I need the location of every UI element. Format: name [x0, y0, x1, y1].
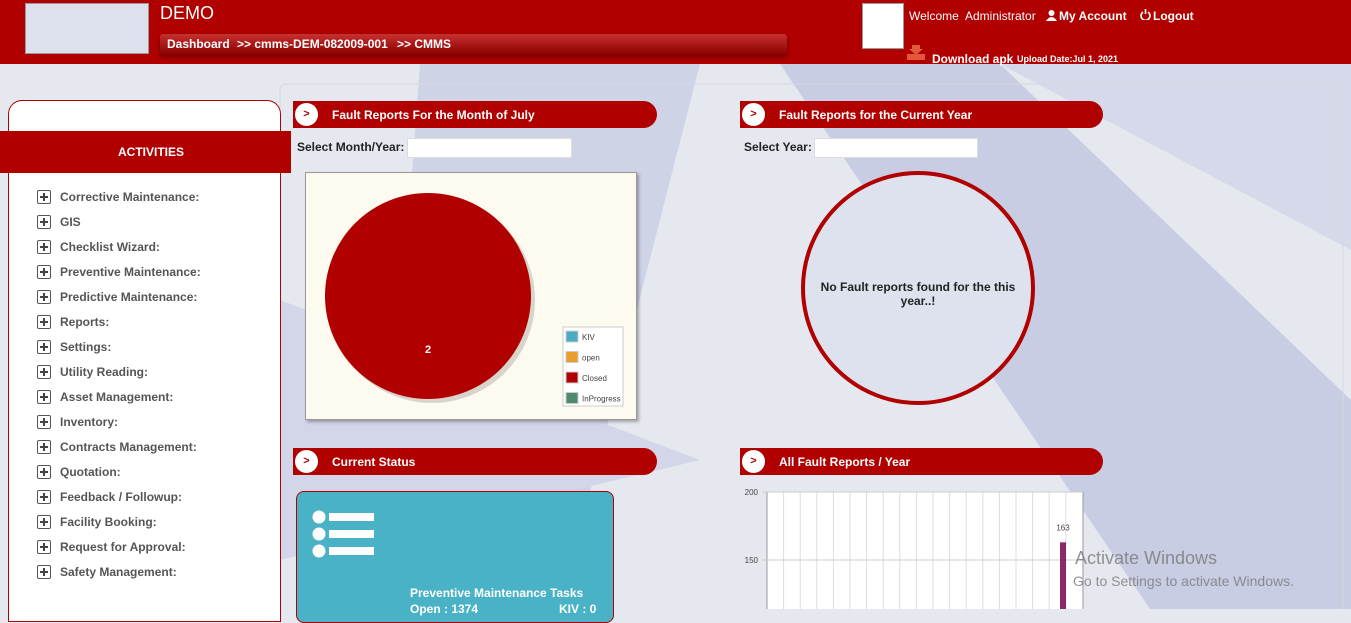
welcome: Welcome: [909, 9, 959, 23]
panel-icon: >: [740, 448, 767, 475]
panel-title: Current Status: [332, 455, 416, 469]
panel-header: > Current Status: [293, 448, 657, 475]
panel-title: Fault Reports for the Current Year: [779, 108, 973, 122]
status-card[interactable]: Preventive Maintenance Tasks Open : 1374…: [296, 491, 614, 623]
legend-label: open: [582, 354, 600, 363]
panel-header: > Fault Reports for the Current Year: [740, 101, 1103, 128]
user-name: Administrator: [965, 9, 1036, 23]
legend-swatch: [565, 330, 579, 343]
legend-label: KIV: [582, 333, 596, 342]
expand-icon[interactable]: [37, 490, 51, 504]
menu-item[interactable]: Inventory:: [60, 415, 119, 429]
card-title: Preventive Maintenance Tasks: [410, 586, 584, 600]
bar: [1060, 542, 1066, 609]
expand-icon[interactable]: [37, 390, 51, 404]
expand-icon[interactable]: [37, 415, 51, 429]
month-input[interactable]: [407, 138, 572, 158]
plot-area: [766, 491, 1084, 609]
bar-label: 163: [1056, 523, 1070, 532]
panel-icon: >: [293, 448, 320, 475]
menu-item[interactable]: Facility Booking:: [60, 515, 157, 529]
menu-item[interactable]: Asset Management:: [60, 390, 174, 404]
menu-item[interactable]: Feedback / Followup:: [60, 490, 183, 504]
upload-date: Upload Date:Jul 1, 2021: [1017, 54, 1119, 64]
breadcrumb-link[interactable]: >> CMMS: [397, 37, 452, 51]
logout-link[interactable]: Logout: [1153, 9, 1194, 23]
menu-item[interactable]: GIS: [60, 215, 81, 229]
my-account-link[interactable]: My Account: [1059, 9, 1127, 23]
expand-icon[interactable]: [37, 465, 51, 479]
legend-swatch: [565, 351, 579, 363]
menu-item[interactable]: Quotation:: [60, 465, 121, 479]
logout-icon: [1140, 9, 1151, 20]
download-link[interactable]: Download apk: [932, 52, 1014, 66]
card-open: Open : 1374: [410, 602, 479, 616]
menu-item[interactable]: Utility Reading:: [60, 365, 149, 379]
header: DEMO Dashboard >> cmms-DEM-082009-001 >>…: [0, 0, 1351, 66]
menu-item[interactable]: Safety Management:: [60, 565, 177, 579]
legend-swatch: [565, 392, 579, 404]
breadcrumb-bar: Dashboard >> cmms-DEM-082009-001 >> CMMS: [160, 34, 787, 55]
expand-icon[interactable]: [37, 240, 51, 254]
year-input[interactable]: [814, 138, 978, 158]
sidebar: [8, 100, 281, 622]
list-icon: [312, 510, 374, 558]
no-data-message: No Fault reports found for the this year…: [820, 280, 1016, 308]
panel-icon: >: [740, 101, 767, 128]
expand-icon[interactable]: [37, 265, 51, 279]
sidebar-header: ACTIVITIES: [0, 131, 291, 173]
menu-item[interactable]: Checklist Wizard:: [60, 240, 160, 254]
expand-icon[interactable]: [37, 565, 51, 579]
slice-label: 2: [425, 344, 431, 356]
menu-item[interactable]: Predictive Maintenance:: [60, 290, 198, 304]
logo: [25, 3, 149, 54]
y-tick-label: 200: [745, 488, 759, 497]
download-icon: [907, 45, 925, 60]
select-label: Select Year:: [744, 140, 812, 154]
panel-icon: >: [293, 101, 320, 128]
menu-item[interactable]: Request for Approval:: [60, 540, 186, 554]
card-kiv: KIV : 0: [559, 602, 597, 616]
expand-icon[interactable]: [37, 440, 51, 454]
pie-chart: 2 KIV open Closed InProgress: [325, 193, 624, 407]
sidebar-title: ACTIVITIES: [118, 145, 185, 159]
expand-icon[interactable]: [37, 365, 51, 379]
legend-swatch: [565, 371, 579, 384]
watermark-title: Activate Windows: [1075, 548, 1218, 568]
menu-item[interactable]: Settings:: [60, 340, 112, 354]
breadcrumb-link[interactable]: >> cmms-DEM-082009-001: [237, 37, 388, 51]
legend-label: Closed: [582, 374, 607, 383]
menu-item[interactable]: Reports:: [60, 315, 110, 329]
user-image: [862, 3, 904, 49]
select-label: Select Month/Year:: [297, 140, 405, 154]
expand-icon[interactable]: [37, 290, 51, 304]
menu-item[interactable]: Contracts Management:: [60, 440, 197, 454]
panel-title: Fault Reports For the Month of July: [332, 108, 535, 122]
legend-label: InProgress: [582, 395, 621, 404]
expand-icon[interactable]: [37, 315, 51, 329]
bar-chart: 150 200 163: [745, 488, 1084, 609]
menu-item[interactable]: Preventive Maintenance:: [60, 265, 201, 279]
menu-item[interactable]: Corrective Maintenance:: [60, 190, 200, 204]
watermark-subtitle: Go to Settings to activate Windows.: [1073, 573, 1294, 589]
expand-icon[interactable]: [37, 540, 51, 554]
panel-title: All Fault Reports / Year: [779, 455, 911, 469]
expand-icon[interactable]: [37, 515, 51, 529]
y-tick-label: 150: [745, 556, 759, 565]
pie-slice: [325, 193, 531, 399]
expand-icon[interactable]: [37, 190, 51, 204]
expand-icon[interactable]: [37, 340, 51, 354]
site-title: DEMO: [160, 3, 214, 23]
no-data-circle: No Fault reports found for the this year…: [801, 171, 1035, 405]
user-icon: [1046, 10, 1057, 21]
panel-header: > All Fault Reports / Year: [740, 448, 1103, 475]
expand-icon[interactable]: [37, 215, 51, 229]
breadcrumb-link[interactable]: Dashboard: [167, 37, 230, 51]
panel-header: > Fault Reports For the Month of July: [293, 101, 657, 128]
